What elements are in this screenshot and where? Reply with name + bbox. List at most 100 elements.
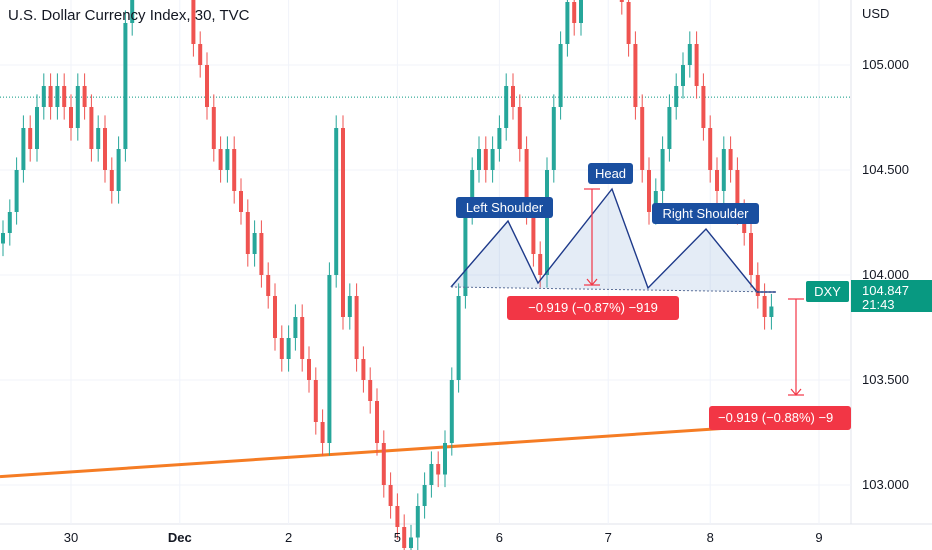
candle-body [517,107,522,149]
candle-body [1,233,5,244]
candle-body [381,443,386,485]
x-tick-label: 5 [394,530,401,545]
candle-body [307,359,311,380]
head-and-shoulders-pattern[interactable]: Left Shoulder Head Right Shoulder [450,163,777,293]
pattern-fill [451,189,776,292]
candle-body [21,128,26,170]
candle-body [341,128,345,317]
candle-body [728,149,733,170]
bar-countdown: 21:43 [862,297,895,312]
candle-body [449,380,454,443]
candle-body [409,537,413,548]
pattern-label-bg [456,197,553,218]
candle-body [300,317,305,359]
candle-body [572,2,577,23]
last-price-badge: 104.847 21:43 [851,280,932,312]
candle-body [395,506,400,527]
pattern-label: Left Shoulder [466,200,544,215]
candle-body [82,86,87,107]
chart-title: U.S. Dollar Currency Index, 30, TVC [8,7,250,24]
candle-body [477,149,481,170]
candle-body [483,149,488,170]
candle-body [545,170,549,275]
candle-body [524,149,529,212]
candle-body [715,170,719,191]
pattern-label: Head [595,166,626,181]
time-axis[interactable]: 30 Dec 2 5 6 7 8 9 [64,530,823,545]
candle-body [619,0,624,2]
candle-body [735,170,740,212]
candle-body [375,401,379,443]
last-price-value: 104.847 [862,283,909,298]
candle-body [633,44,638,107]
measure-arrow [790,388,802,396]
candle-body [327,275,332,443]
candle-body [415,506,420,538]
candle-body [558,44,563,107]
x-tick-label: 2 [285,530,292,545]
candle-body [109,170,114,191]
candle-body [531,212,536,254]
price-axis[interactable]: 107.000106.500106.000105.500105.000104.5… [862,0,909,492]
candle-body [687,44,692,65]
last-price-badge-bg [851,280,932,312]
candle-body [55,86,60,107]
candle-body [334,128,339,275]
candle-body [769,306,774,317]
candle-body [198,44,203,65]
candle-body [313,380,318,422]
candle-body [191,0,196,44]
measure-label-bg [507,296,679,320]
measure-arrow [586,278,598,286]
currency-label: USD [862,6,889,21]
measure-label-bg [709,406,851,430]
candle-body [579,0,583,23]
x-tick-label: 9 [815,530,822,545]
pattern-outline [450,187,776,293]
y-tick-label: 104.000 [862,267,909,282]
candle-body [674,86,679,107]
candle-body [130,0,135,23]
measure-label: −0.919 (−0.88%) −9 [718,410,833,425]
candle-body [565,2,570,44]
candle-body [103,128,107,170]
candle-body [41,86,46,107]
candle-body [504,86,509,128]
symbol-badge-bg [806,281,849,302]
candle-body [429,464,434,485]
candle-body [28,128,33,149]
candle-body [538,254,543,275]
candle-body [62,86,67,107]
candle-body [626,2,631,44]
x-tick-label: 6 [496,530,503,545]
candle-body [647,170,651,212]
pattern-label-bg [652,203,759,224]
candle-body [69,107,73,128]
candle-body [497,128,502,149]
trendline[interactable] [0,418,852,479]
x-tick-label: 8 [707,530,714,545]
x-tick-label: Dec [168,530,192,545]
candle-body [286,338,291,359]
candle-body [320,422,325,443]
candle-body [701,86,706,128]
y-tick-label: 103.000 [862,477,909,492]
candle-body [354,296,359,359]
x-tick-label: 30 [64,530,78,545]
candle-body [252,233,257,254]
candle-body [490,149,495,170]
candle-body [232,149,237,191]
projection-measures[interactable]: −0.919 (−0.87%) −919 −0.919 (−0.88%) −9 [507,188,851,430]
pattern-label-bg [588,163,633,184]
candle-body [640,107,645,170]
candle-body [266,275,271,296]
candle-body [293,317,298,338]
candle-body [35,107,39,149]
candle-body [89,107,94,149]
candle-body [368,380,373,401]
pattern-label: Right Shoulder [663,206,750,221]
candle-body [361,359,366,380]
candle-body [218,149,223,170]
candle-body [116,149,121,191]
